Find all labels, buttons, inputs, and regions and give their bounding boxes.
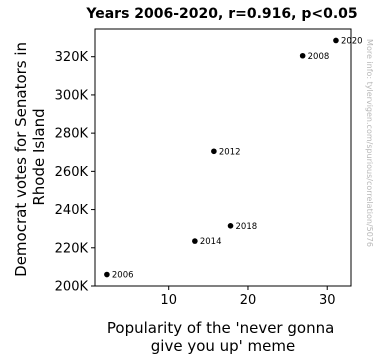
y-axis-label: Democrat votes for Senators in Rhode Isl… <box>12 37 48 277</box>
data-points: 2006 2008 2012 2014 2018 2020 <box>104 36 363 281</box>
svg-text:Democrat votes for Senators in: Democrat votes for Senators in Rhode Isl… <box>12 37 48 277</box>
x-axis-label: Popularity of the 'never gonna give you … <box>107 319 339 355</box>
data-point-2012 <box>211 148 217 155</box>
y-tick-label: 280K <box>55 127 89 142</box>
chart-title: Years 2006-2020, r=0.916, p<0.05 <box>85 6 357 22</box>
x-axis-label-line-1: Popularity of the 'never gonna <box>107 319 334 337</box>
y-tick-label: 220K <box>55 241 89 256</box>
watermark: More info: tylervigen.com/spurious/corre… <box>365 39 374 247</box>
x-axis: 10 20 30 <box>160 286 335 308</box>
data-point-2008 <box>299 52 306 59</box>
y-tick-label: 200K <box>55 280 89 295</box>
data-label-2006: 2006 <box>112 271 134 281</box>
data-point-2006 <box>104 271 110 278</box>
x-tick-label: 10 <box>160 293 177 308</box>
y-axis: 200K 220K 240K 260K 280K 300K 320K <box>55 50 95 295</box>
data-label-2008: 2008 <box>308 52 330 62</box>
data-label-2012: 2012 <box>219 147 241 157</box>
x-axis-label-line-2: give you up' meme <box>151 337 296 355</box>
y-tick-label: 240K <box>55 203 89 218</box>
data-point-2018 <box>227 223 234 229</box>
y-tick-label: 320K <box>55 50 89 65</box>
data-point-2014 <box>192 238 198 244</box>
x-tick-label: 20 <box>240 293 257 308</box>
y-tick-label: 260K <box>55 165 89 180</box>
data-label-2014: 2014 <box>200 237 222 247</box>
data-point-2020 <box>333 37 339 44</box>
data-label-2020: 2020 <box>341 36 363 46</box>
y-tick-label: 300K <box>55 88 89 103</box>
data-label-2018: 2018 <box>236 222 258 232</box>
x-tick-label: 30 <box>319 293 336 308</box>
watermark-text: More info: tylervigen.com/spurious/corre… <box>365 39 374 247</box>
y-axis-label-line-2: Rhode Island <box>30 108 48 205</box>
plot-area <box>94 28 352 287</box>
y-axis-label-line-1: Democrat votes for Senators in <box>12 42 30 277</box>
